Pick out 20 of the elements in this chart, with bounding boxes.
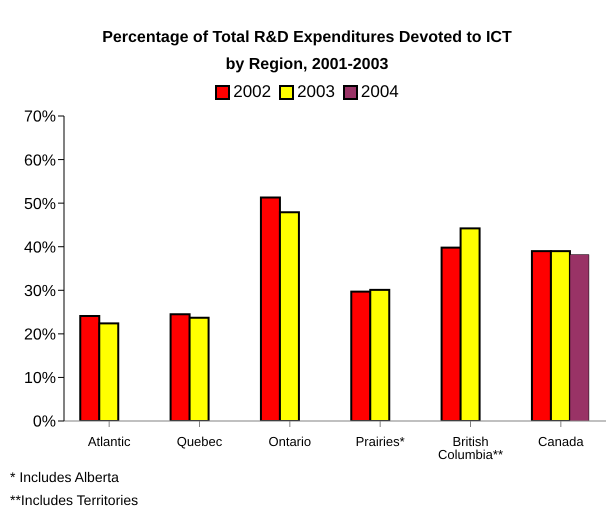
y-tick-label: 60% bbox=[24, 152, 56, 170]
y-tick-label: 50% bbox=[24, 196, 56, 213]
y-tick-label: 0% bbox=[32, 414, 56, 431]
x-tick-label: Canada bbox=[538, 434, 584, 450]
x-tick-label: Quebec bbox=[176, 434, 223, 450]
y-tick-label: 10% bbox=[24, 370, 56, 388]
x-tick-label: Atlantic bbox=[88, 434, 131, 450]
legend-label: 2002 bbox=[232, 82, 272, 102]
x-tick-label: Ontario bbox=[268, 434, 312, 450]
y-tick-label: 30% bbox=[24, 282, 56, 300]
legend-label: 2004 bbox=[360, 82, 399, 102]
chart-title: Percentage of Total R&D Expenditures Devoted to ICT by Region, 2001-2003 bbox=[101, 28, 513, 75]
text: **Includes Territories bbox=[10, 491, 140, 510]
y-tick-label: 40% bbox=[24, 239, 56, 256]
text: * Includes Alberta bbox=[10, 468, 120, 487]
x-tick-label: Prairies* bbox=[356, 434, 405, 450]
y-tick-label: 70% bbox=[24, 108, 56, 126]
x-tick-label: British Columbia** bbox=[438, 434, 504, 462]
y-tick-label: 20% bbox=[24, 326, 56, 344]
legend-label: 2003 bbox=[296, 82, 335, 102]
